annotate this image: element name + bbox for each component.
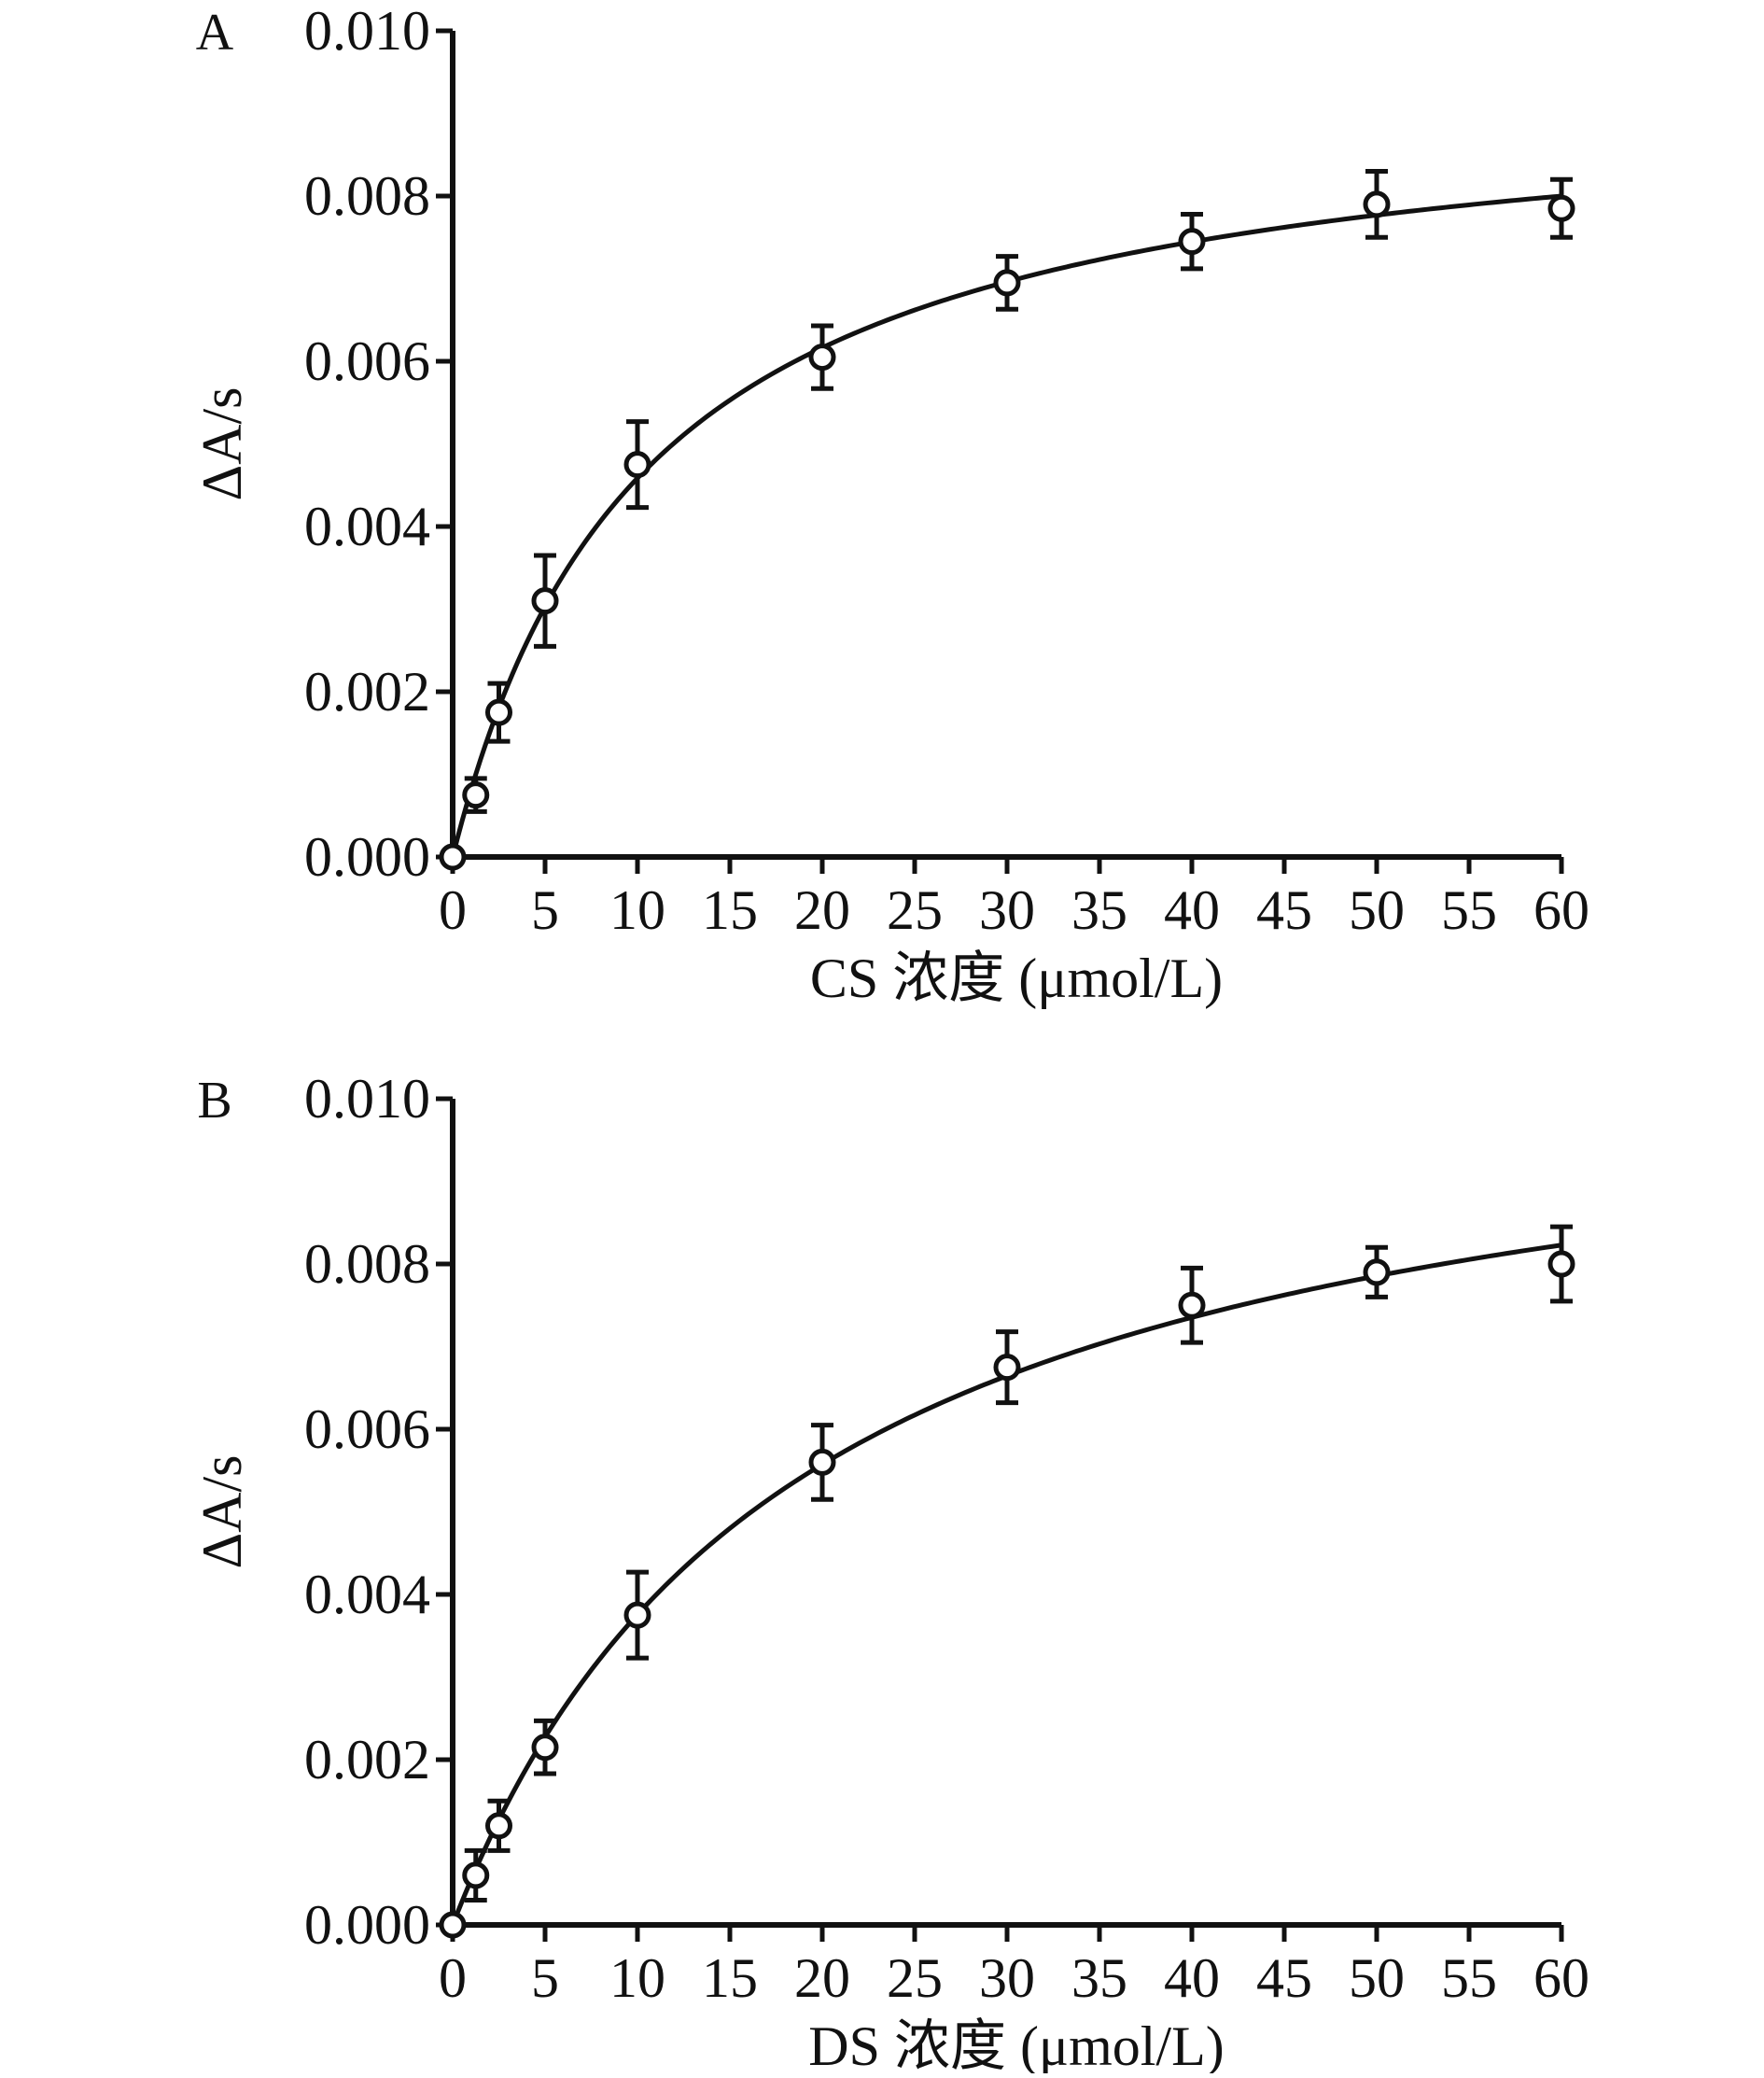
y-tick-label: 0.006: [304, 330, 430, 392]
panel-label: A: [196, 4, 234, 62]
x-tick-label: 60: [1533, 1947, 1589, 2009]
x-axis-title: CS 浓度 (μmol/L): [810, 948, 1223, 1009]
x-axis-title: DS 浓度 (μmol/L): [808, 2015, 1225, 2073]
chart-panel-b: 0.000 0.002 0.004 0.006 0.008 0.010 0 5 10 15 20 25…: [191, 1068, 1589, 2077]
y-tick-label: 0.000: [304, 1894, 430, 1956]
y-axis-title: ΔA/s: [191, 1455, 253, 1569]
data-point: [993, 269, 1021, 297]
y-tick-label: 0.002: [304, 1729, 430, 1790]
x-tick-label: 35: [1071, 879, 1127, 941]
data-point: [485, 698, 512, 726]
y-tick-label: 0.006: [304, 1398, 430, 1460]
y-tick-label: 0.000: [304, 826, 430, 888]
y-tick-label: 0.008: [304, 1233, 430, 1295]
x-tick-label: 25: [887, 879, 943, 941]
data-point: [1178, 228, 1206, 256]
y-tick-label: 0.008: [304, 165, 430, 227]
x-tick-label: 55: [1441, 1947, 1497, 2009]
data-point: [531, 587, 559, 615]
data-point: [1547, 194, 1575, 222]
x-tick-label: 10: [609, 1947, 665, 2009]
x-tick-label: 45: [1256, 1947, 1312, 2009]
y-tick-label: 0.004: [304, 1564, 430, 1625]
x-tick-label: 40: [1164, 1947, 1220, 2009]
data-point: [1178, 1291, 1206, 1319]
data-point: [808, 344, 836, 372]
y-tick-label: 0.010: [304, 0, 430, 62]
x-tick-label: 55: [1441, 879, 1497, 941]
data-point: [623, 1601, 651, 1629]
data-point: [623, 451, 651, 479]
x-tick-label: 40: [1164, 879, 1220, 941]
x-tick-label: 10: [609, 879, 665, 941]
x-tick-label: 60: [1533, 879, 1589, 941]
x-tick-label: 15: [702, 1947, 758, 2009]
chart-panel-a: 0.000 0.002 0.004 0.006 0.008 0.010 0 5 10 15 20 25…: [191, 0, 1589, 1009]
data-point: [808, 1448, 836, 1476]
y-tick-label: 0.004: [304, 496, 430, 557]
data-point: [1363, 1258, 1391, 1286]
data-point: [462, 781, 490, 809]
data-point: [485, 1812, 512, 1840]
x-tick-label: 50: [1349, 879, 1405, 941]
data-point: [439, 1911, 467, 1939]
data-point: [531, 1734, 559, 1762]
x-tick-label: 30: [979, 879, 1035, 941]
data-point: [462, 1861, 490, 1889]
x-tick-label: 20: [794, 1947, 850, 2009]
x-tick-label: 5: [531, 1947, 559, 2009]
x-tick-label: 50: [1349, 1947, 1405, 2009]
y-axis-title: ΔA/s: [191, 387, 253, 501]
data-point: [1547, 1250, 1575, 1278]
y-tick-label: 0.010: [304, 1068, 430, 1130]
y-tick-label: 0.002: [304, 661, 430, 723]
data-point: [439, 843, 467, 871]
x-tick-label: 20: [794, 879, 850, 941]
data-point: [1363, 190, 1391, 218]
x-tick-label: 30: [979, 1947, 1035, 2009]
data-point: [993, 1354, 1021, 1382]
panel-label: B: [197, 1072, 231, 1130]
x-tick-label: 0: [439, 879, 467, 941]
x-tick-label: 35: [1071, 1947, 1127, 2009]
x-tick-label: 25: [887, 1947, 943, 2009]
x-tick-label: 5: [531, 879, 559, 941]
x-tick-label: 15: [702, 879, 758, 941]
x-tick-label: 45: [1256, 879, 1312, 941]
x-tick-label: 0: [439, 1947, 467, 2009]
